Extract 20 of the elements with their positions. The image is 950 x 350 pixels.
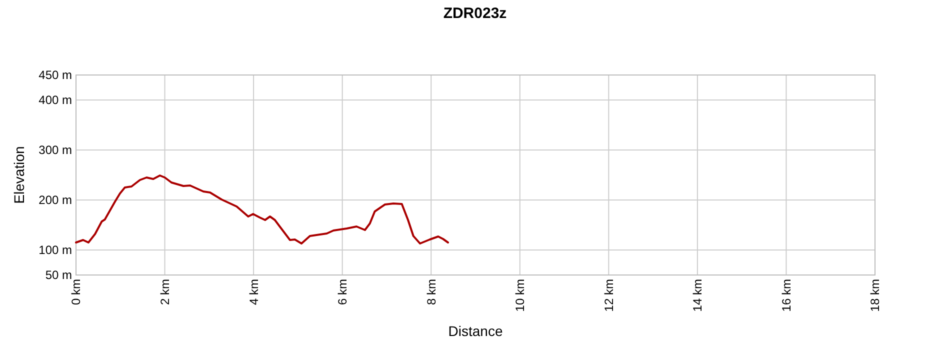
x-tick-label: 6 km <box>336 279 350 306</box>
chart-title: ZDR023z <box>443 5 507 22</box>
y-tick-label: 50 m <box>45 268 72 282</box>
y-axis-title: Elevation <box>11 146 27 204</box>
x-tick-label: 4 km <box>246 279 261 306</box>
x-tick-label: 14 km <box>690 279 705 312</box>
x-tick-label: 10 km <box>513 279 528 312</box>
x-tick-label: 0 km <box>69 279 84 306</box>
x-tick-label: 16 km <box>779 279 794 312</box>
y-tick-label: 300 m <box>38 143 72 158</box>
y-tick-label: 450 m <box>38 68 72 82</box>
x-tick-label: 18 km <box>868 279 882 312</box>
x-axis-title: Distance <box>448 323 503 339</box>
y-tick-label: 400 m <box>38 93 72 108</box>
line-series <box>75 174 449 244</box>
y-tick-label: 200 m <box>38 193 72 208</box>
x-tick-label: 2 km <box>158 279 172 306</box>
x-tick-label: 12 km <box>602 279 616 312</box>
y-tick-label: 100 m <box>38 243 72 258</box>
x-tick-label: 8 km <box>424 279 438 306</box>
